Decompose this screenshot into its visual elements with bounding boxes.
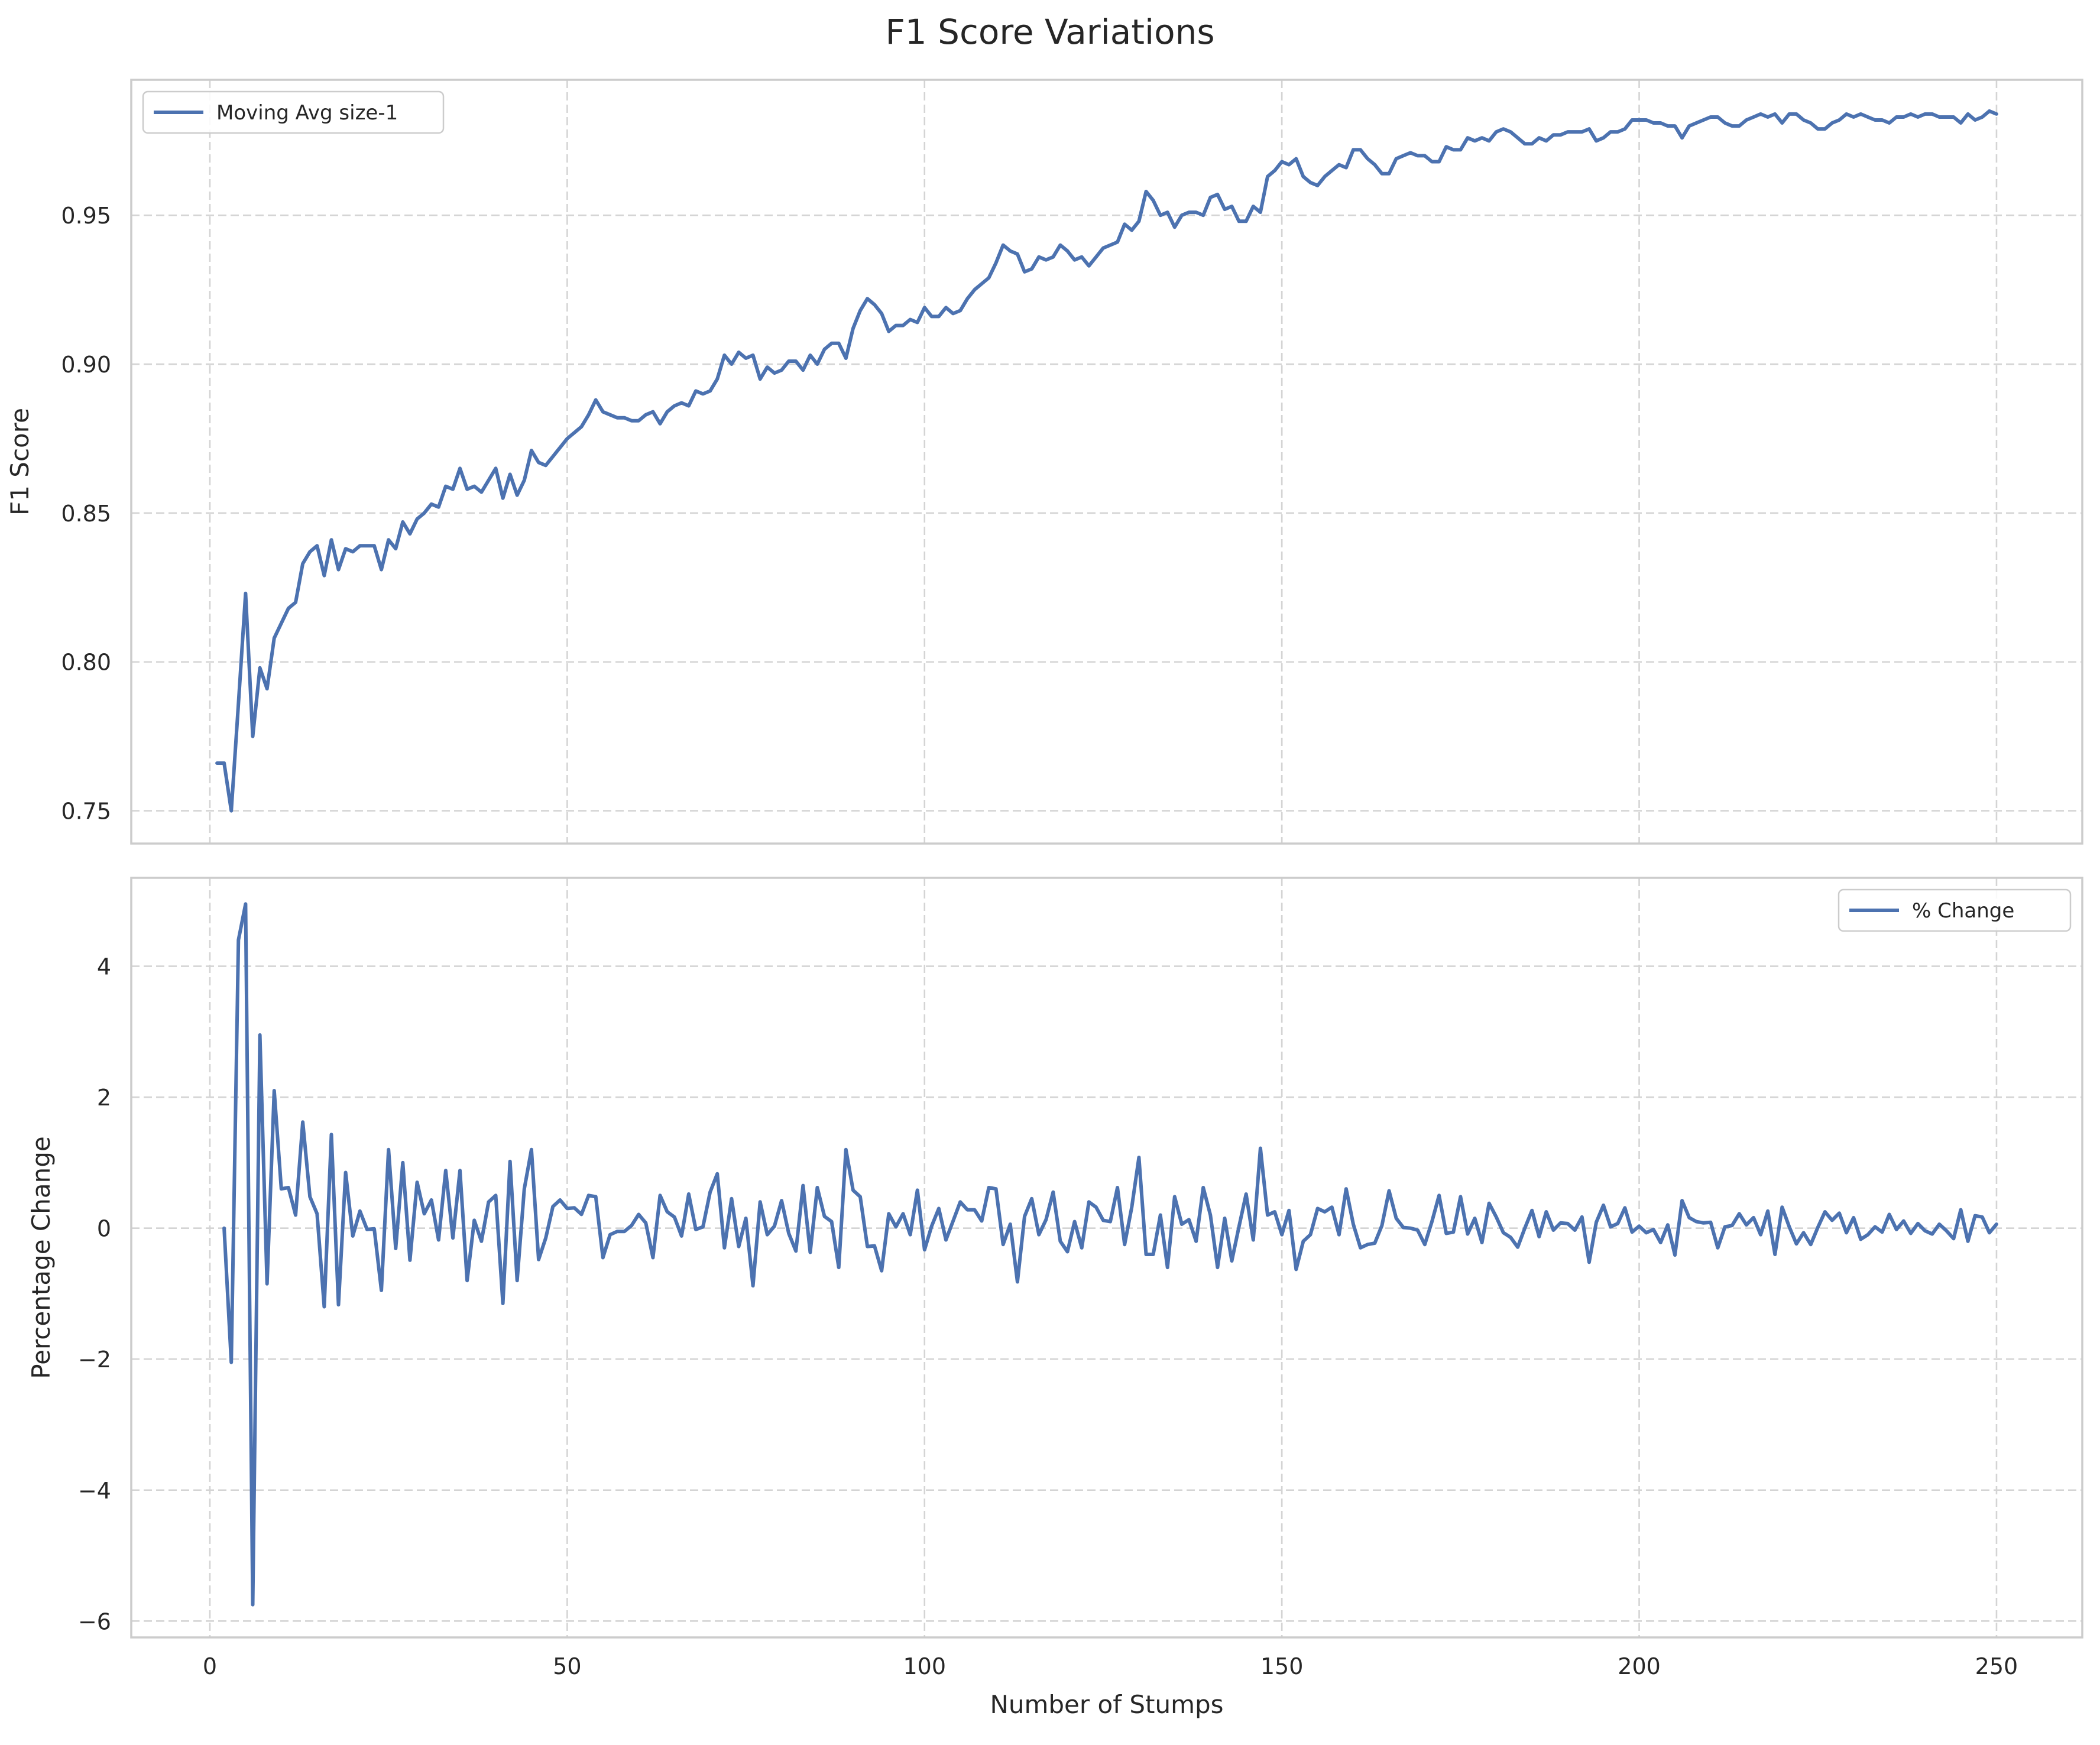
percentage-change-plot: −6 −4 −2 0 2 4 0 50 100 150 200 250 Percentage Chang… [27, 877, 2083, 1679]
y-tick-label: −2 [78, 1347, 111, 1373]
y-tick-label: 0.80 [61, 650, 111, 676]
plot-frame [130, 79, 2083, 845]
y-axis-label: F1 Score [5, 408, 34, 515]
legend-label: % Change [1912, 899, 2014, 923]
legend-box [1838, 888, 2072, 932]
y-tick-label: 4 [97, 954, 111, 980]
y-tick-label: 0.95 [61, 203, 111, 229]
x-tick-label: 150 [1260, 1653, 1304, 1679]
legend-label: Moving Avg size-1 [216, 101, 398, 125]
y-tick-label: 0.90 [61, 352, 111, 378]
x-axis-label: Number of Stumps [990, 1690, 1223, 1719]
legend: Moving Avg size-1 [142, 90, 445, 134]
y-tick-label: −4 [78, 1478, 111, 1504]
y-tick-label: 0.75 [61, 799, 111, 825]
y-axis-label: Percentage Change [27, 1136, 56, 1379]
f1-score-plot: 0.75 0.80 0.85 0.90 0.95 F1 Score Moving Avg s… [5, 79, 2083, 845]
legend: % Change [1838, 888, 2072, 932]
y-tick-label: 0 [97, 1216, 111, 1242]
y-tick-label: 2 [97, 1085, 111, 1111]
plot-frame [130, 877, 2083, 1639]
y-tick-label: 0.85 [61, 501, 111, 527]
x-tick-label: 100 [903, 1653, 946, 1679]
series-line [222, 902, 1998, 1607]
x-tick-label: 200 [1618, 1653, 1661, 1679]
x-tick-label: 50 [553, 1653, 581, 1679]
legend-box [142, 90, 445, 134]
series-line [215, 109, 1998, 813]
x-tick-label: 0 [203, 1653, 217, 1679]
figure-title: F1 Score Variations [885, 12, 1214, 52]
x-tick-label: 250 [1975, 1653, 2018, 1679]
y-tick-label: −6 [78, 1608, 111, 1634]
